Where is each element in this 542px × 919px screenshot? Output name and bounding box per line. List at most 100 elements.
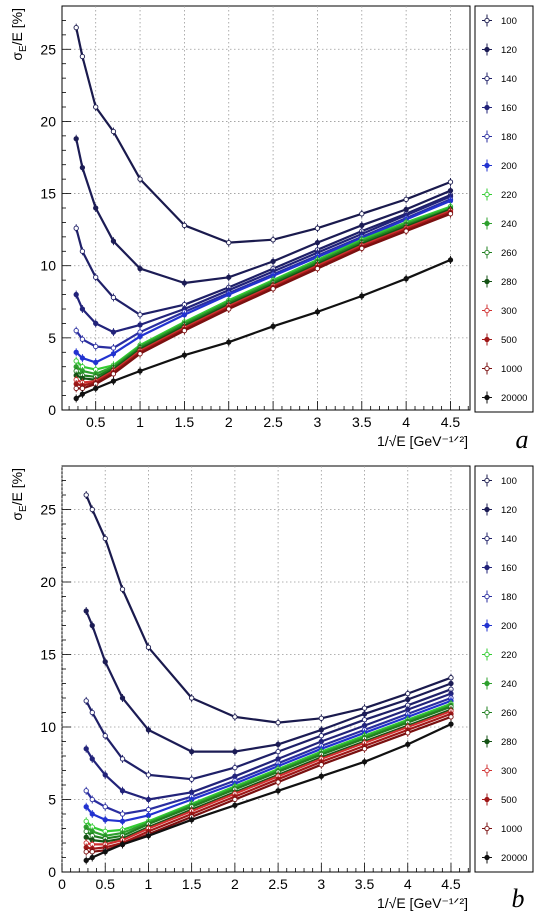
data-point (145, 796, 152, 803)
data-point (102, 849, 108, 855)
data-point (89, 849, 95, 855)
series-line-160 (85, 692, 452, 801)
data-point (403, 276, 409, 282)
data-point (318, 715, 324, 721)
legend-label-140: 140 (501, 534, 517, 545)
y-axis-label-sub: E (18, 45, 29, 52)
legend-label-240: 240 (501, 219, 517, 230)
legend-label-260: 260 (501, 708, 517, 719)
data-point (137, 368, 143, 374)
legend-label-180: 180 (501, 592, 517, 603)
legend-label-180: 180 (501, 132, 517, 143)
data-point (181, 352, 188, 358)
x-tick-label: 2 (231, 876, 239, 892)
data-point (102, 804, 108, 810)
data-point (448, 675, 454, 681)
data-point (181, 222, 188, 228)
x-tick-label: 4.5 (441, 876, 461, 892)
data-point (73, 385, 79, 392)
x-axis-label: 1/√E [GeV⁻¹ᐟ²] (377, 433, 468, 449)
y-tick-label: 5 (48, 792, 56, 808)
data-point (275, 741, 281, 748)
data-point (447, 257, 454, 263)
data-point (83, 788, 89, 794)
legend-marker (484, 738, 490, 745)
data-point (448, 714, 454, 720)
data-point (110, 371, 117, 377)
legend-marker (484, 825, 490, 832)
series-line-160 (75, 195, 451, 334)
data-point (73, 24, 79, 31)
legend-marker (484, 46, 490, 53)
data-point (89, 756, 95, 762)
data-point (79, 391, 86, 397)
data-point (318, 733, 324, 739)
legend-label-120: 120 (501, 45, 517, 56)
data-point (137, 176, 143, 182)
x-tick-label: 4.5 (441, 414, 461, 430)
data-point (79, 355, 86, 361)
x-tick-label: 2.5 (268, 876, 288, 892)
data-point (73, 349, 79, 355)
y-axis-label-main: σ (9, 512, 25, 521)
data-point (232, 748, 238, 755)
legend-marker (484, 191, 490, 198)
data-point (403, 196, 409, 202)
data-point (110, 238, 117, 244)
data-point (270, 323, 276, 329)
data-point (145, 644, 152, 650)
data-point (102, 535, 108, 542)
legend-marker (484, 104, 490, 111)
legend-label-300: 300 (501, 306, 517, 317)
data-point (314, 239, 321, 246)
data-point (110, 345, 117, 351)
data-point (403, 228, 409, 234)
data-point (318, 727, 324, 733)
legend-label-220: 220 (501, 650, 517, 661)
legend-marker (484, 506, 490, 513)
y-tick-label: 20 (40, 574, 56, 590)
y-axis-label-sub: E (18, 505, 29, 512)
legend-marker (484, 651, 490, 658)
data-point (361, 746, 368, 752)
legend-marker (484, 133, 490, 140)
data-point (73, 327, 79, 334)
panel-letter: b (512, 884, 525, 913)
data-point (137, 351, 143, 357)
legend-marker (484, 162, 490, 169)
data-point (232, 714, 238, 720)
y-axis-label-text: σE/E [%] (9, 468, 29, 521)
plot-area (61, 465, 471, 873)
data-point (73, 225, 79, 231)
data-point (181, 327, 188, 334)
data-point (89, 709, 95, 716)
legend-label-120: 120 (501, 505, 517, 516)
data-point (226, 274, 232, 280)
data-point (359, 245, 365, 252)
legend-marker (484, 336, 490, 343)
data-point (447, 198, 454, 204)
data-point (226, 239, 232, 246)
y-axis-label-main: σ (9, 52, 25, 61)
legend-label-300: 300 (501, 766, 517, 777)
data-point (93, 343, 99, 350)
data-point (110, 378, 117, 384)
data-point (189, 695, 195, 701)
data-point (119, 818, 126, 824)
series-line-100 (75, 27, 451, 244)
x-tick-label: 0.5 (86, 414, 106, 430)
data-point (314, 225, 321, 231)
data-point (83, 834, 89, 840)
data-point (448, 680, 454, 687)
y-tick-label: 20 (40, 113, 56, 129)
data-point (73, 395, 79, 402)
y-axis-label-rest: /E [%] (9, 468, 25, 505)
data-point (145, 806, 152, 813)
data-point (119, 788, 126, 794)
y-tick-label: 15 (40, 186, 56, 202)
legend-marker (484, 796, 490, 803)
legend-label-280: 280 (501, 277, 517, 288)
data-point (110, 128, 117, 135)
legend-marker (484, 307, 490, 314)
data-point (314, 309, 321, 315)
